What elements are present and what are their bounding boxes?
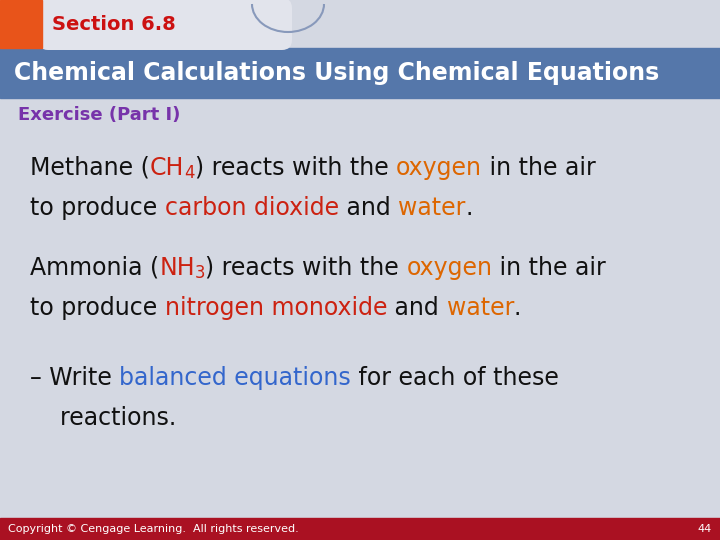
Text: for each of these: for each of these (351, 366, 559, 390)
Text: NH: NH (159, 256, 194, 280)
Bar (0, 518, 720, 540)
Text: and: and (387, 296, 446, 320)
Text: Chemical Calculations Using Chemical Equations: Chemical Calculations Using Chemical Equ… (14, 61, 660, 85)
Text: to produce: to produce (30, 196, 165, 220)
Text: Copyright © Cengage Learning.  All rights reserved.: Copyright © Cengage Learning. All rights… (8, 524, 299, 534)
Text: CH: CH (150, 156, 184, 180)
FancyBboxPatch shape (38, 0, 292, 50)
Text: ) reacts with the: ) reacts with the (205, 256, 407, 280)
Text: ) reacts with the: ) reacts with the (194, 156, 396, 180)
Text: .: . (514, 296, 521, 320)
Text: carbon dioxide: carbon dioxide (165, 196, 339, 220)
Text: Methane (: Methane ( (30, 156, 150, 180)
Text: Ammonia (: Ammonia ( (30, 256, 159, 280)
Text: Section 6.8: Section 6.8 (52, 15, 176, 33)
Text: water: water (398, 196, 466, 220)
Text: oxygen: oxygen (407, 256, 492, 280)
Bar (0, 48, 720, 98)
Text: oxygen: oxygen (396, 156, 482, 180)
Text: 44: 44 (698, 524, 712, 534)
Text: reactions.: reactions. (30, 406, 176, 430)
Text: nitrogen monoxide: nitrogen monoxide (165, 296, 387, 320)
Bar (0, 0, 42, 48)
Text: Exercise (Part I): Exercise (Part I) (18, 106, 181, 124)
Text: and: and (339, 196, 398, 220)
Text: .: . (466, 196, 473, 220)
Text: 3: 3 (194, 264, 205, 282)
Text: to produce: to produce (30, 296, 165, 320)
Text: water: water (446, 296, 514, 320)
Text: in the air: in the air (492, 256, 606, 280)
Text: in the air: in the air (482, 156, 595, 180)
Text: 4: 4 (184, 164, 194, 182)
Text: balanced equations: balanced equations (120, 366, 351, 390)
Text: – Write: – Write (30, 366, 120, 390)
